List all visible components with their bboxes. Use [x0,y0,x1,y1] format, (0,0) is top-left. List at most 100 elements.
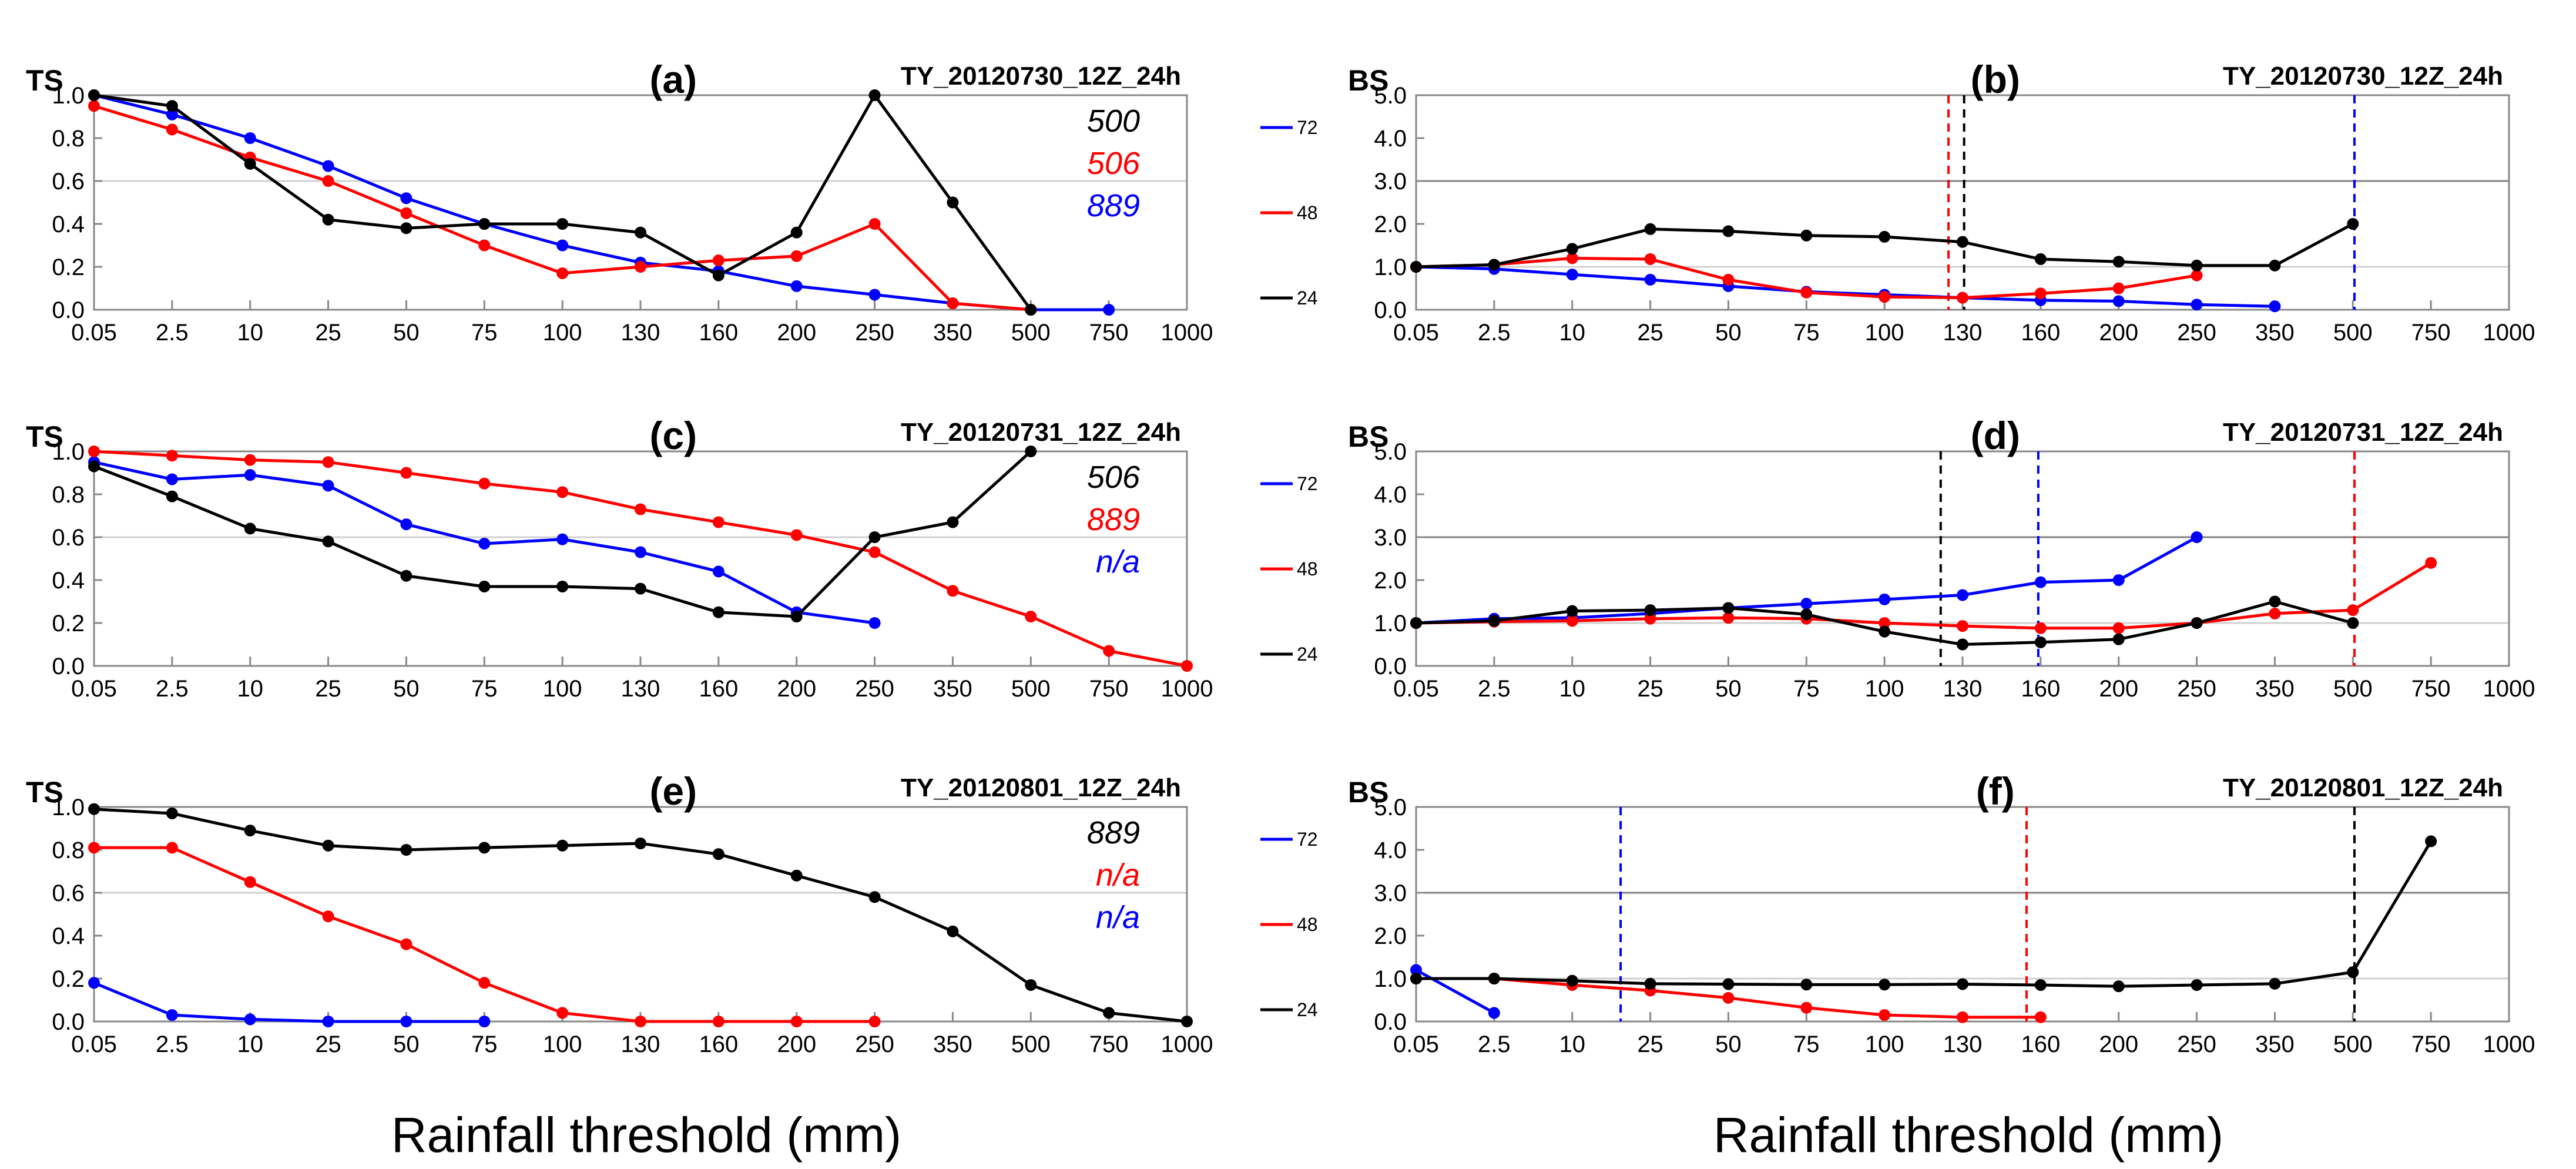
data-point [1025,979,1037,991]
data-point [322,480,334,492]
data-point [2269,259,2281,272]
y-tick-label: 0.6 [52,525,85,551]
x-tick-label: 130 [621,1031,660,1057]
data-point [1722,992,1735,1004]
data-point [2112,282,2125,294]
data-point [868,89,881,101]
data-point [1879,291,1891,303]
data-point [868,218,881,230]
data-point [1025,611,1037,623]
data-point [400,938,412,950]
x-tick-label: 500 [2333,676,2373,702]
data-point [166,123,178,136]
x-tick-label: 160 [699,676,738,702]
series-line [93,981,485,1023]
data-point [322,456,334,468]
x-tick-label: 750 [2411,1031,2451,1057]
data-point [1566,615,1578,627]
x-axis-label-right: Rainfall threshold (mm) [1713,1107,2223,1163]
x-tick-label: 350 [2255,1031,2295,1057]
data-point [1488,259,1500,271]
x-tick-label: 2.5 [156,676,189,702]
x-tick-label: 200 [2099,1031,2138,1057]
y-tick-label: 1.0 [52,83,85,109]
data-point [556,580,569,592]
data-point [322,839,334,852]
data-point [166,473,178,485]
data-point [1488,1007,1500,1019]
data-point [1103,304,1115,316]
x-tick-label: 130 [621,320,660,346]
run-id: TY_20120801_12Z_24h [2223,773,2503,802]
data-point [400,192,412,205]
x-tick-label: 200 [2099,320,2138,346]
panel-score-title: TS [26,420,63,453]
legend-label: 24 [1297,644,1318,665]
data-point [868,546,881,558]
data-point [635,838,646,850]
x-tick-label: 0.05 [71,320,117,346]
data-point [1800,1001,1813,1014]
x-tick-label: 10 [237,676,263,702]
x-tick-label: 350 [933,676,972,702]
x-tick-label: 250 [2177,1031,2216,1057]
x-tick-label: 160 [2021,676,2060,702]
data-point [1566,269,1578,281]
x-tick-label: 25 [1637,320,1663,346]
data-point [478,239,491,252]
run-id: TY_20120731_12Z_24h [901,418,1181,447]
y-tick-label: 4.0 [1374,838,1407,863]
x-tick-label: 50 [1715,1031,1742,1057]
series-24 [1410,218,2359,273]
x-tick-label: 10 [237,320,263,346]
data-point [478,580,491,592]
data-point [1722,612,1735,624]
plot-frame [1415,94,2510,311]
data-point [400,222,412,235]
x-tick-label: 160 [699,320,738,346]
y-tick-label: 0.0 [52,1009,85,1035]
x-tick-label: 130 [1943,1031,1983,1057]
x-tick-label: 100 [1865,676,1904,702]
data-point [790,611,803,623]
x-tick-label: 0.05 [71,1031,117,1057]
data-point [1103,1007,1115,1019]
x-tick-label: 1000 [2483,676,2535,702]
data-point [712,606,724,618]
data-point [1722,602,1735,614]
data-point [1879,979,1891,991]
data-point [244,469,256,481]
run-id: TY_20120730_12Z_24h [2223,62,2503,91]
data-point [88,446,100,457]
data-point [166,490,178,503]
data-point [1722,225,1735,237]
annotation-text: 889 [1087,815,1140,850]
data-point [2034,1011,2047,1023]
y-tick-label: 0.8 [52,838,85,863]
data-point [947,196,959,209]
data-point [1488,615,1500,627]
data-point [635,503,646,515]
data-point [947,297,959,310]
x-tick-label: 10 [1559,1031,1585,1057]
annotation-text: 506 [1087,146,1141,181]
x-tick-label: 500 [1011,676,1051,702]
x-tick-label: 750 [1089,320,1129,346]
data-point [1800,598,1813,610]
data-point [790,529,803,541]
data-point [635,226,646,239]
plot-frame [93,94,1188,311]
x-tick-label: 350 [2255,676,2295,702]
data-point [947,516,959,528]
data-point [2191,259,2203,272]
data-point [1879,230,1891,243]
data-point [1800,229,1813,242]
x-tick-label: 750 [1089,676,1129,702]
data-point [2191,531,2203,543]
y-tick-label: 0.8 [52,126,85,152]
data-point [244,132,256,144]
chart-panel-e: 0.05 2.5 10 25 50 75 100 130 160 200 250 350 500 750 1… [26,769,1318,1057]
data-point [478,1016,491,1027]
data-point [478,842,491,854]
x-tick-label: 75 [471,676,498,702]
